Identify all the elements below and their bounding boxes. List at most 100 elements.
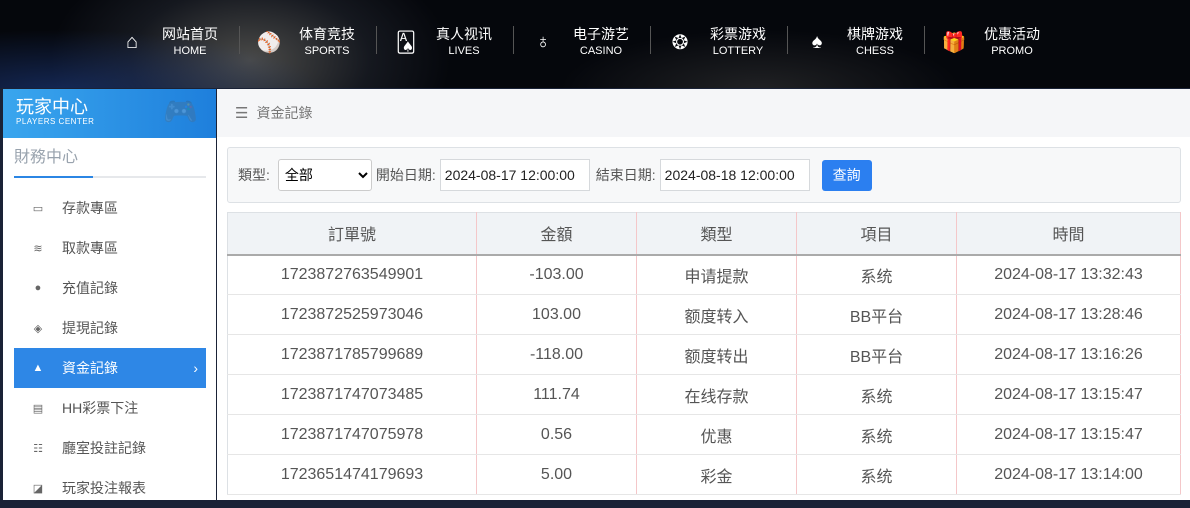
sidebar: 玩家中心 PLAYERS CENTER 🎮 財務中心 ▭ 存款專區 ≋ 取款專區 ● 充值…: [3, 89, 216, 500]
table-cell: -103.00: [476, 254, 637, 295]
table-cell: BB平台: [796, 294, 957, 335]
section-title: 財務中心: [14, 148, 206, 178]
nav-sublabel: SPORTS: [304, 45, 350, 57]
breadcrumb-label: 資金記錄: [256, 105, 313, 121]
start-date-label: 開始日期:: [375, 167, 436, 183]
nav-promo[interactable]: 🎁 优惠活动 PROMO: [940, 22, 1077, 62]
spade-icon: ♠: [811, 30, 823, 53]
sidebar-item-label: 充值記錄: [62, 280, 118, 296]
nav-label: 优惠活动: [984, 26, 1040, 42]
sidebar-item-label: 玩家投注報表: [62, 480, 146, 496]
table-cell: 2024-08-17 13:32:43: [956, 254, 1181, 295]
nav-sublabel: PROMO: [991, 45, 1033, 57]
lottery-balls-icon: ❂: [671, 31, 689, 54]
sidebar-item[interactable]: ● 充值記錄: [14, 268, 206, 308]
table-row: 1723871747075978 0.56 优惠 系统 2024-08-17 13:15…: [227, 414, 1181, 455]
column-header: 類型: [636, 212, 797, 256]
query-button[interactable]: 查詢: [821, 159, 872, 191]
table-cell: 优惠: [636, 414, 797, 455]
sidebar-item[interactable]: ◈ 提現記錄: [14, 308, 206, 348]
table-cell: 2024-08-17 13:28:46: [956, 294, 1181, 335]
chart-icon: ◪: [32, 482, 44, 495]
nav-casino[interactable]: ♁ 电子游艺 CASINO: [529, 22, 666, 62]
nav-sublabel: LIVES: [448, 45, 480, 57]
table-cell: 系统: [796, 254, 957, 295]
table-cell: 1723871785799689: [227, 334, 477, 375]
table-row: 1723872525973046 103.00 额度转入 BB平台 2024-08-17…: [227, 294, 1181, 335]
table-cell: 5.00: [476, 454, 637, 495]
sidebar-item-label: 取款專區: [62, 240, 118, 256]
sidebar-item[interactable]: ◪ 玩家投注報表: [14, 468, 206, 508]
nav-sublabel: HOME: [173, 45, 207, 57]
sidebar-item[interactable]: ☷ 廳室投註記錄: [14, 428, 206, 468]
nav-sublabel: CASINO: [579, 45, 623, 57]
column-header: 時間: [956, 212, 1181, 256]
sidebar-subtitle: PLAYERS CENTER: [16, 117, 95, 126]
card-icon: ▭: [32, 202, 44, 215]
table-cell: 系统: [796, 414, 957, 455]
start-date-input[interactable]: [439, 159, 590, 191]
funds-table: 訂單號 金額 類型 項目 時間 1723872763549901 -103.00 申请提款系…: [227, 212, 1181, 495]
hand-money-icon: ≋: [33, 242, 43, 255]
breadcrumb: ☰ 資金記錄: [217, 89, 1190, 137]
cards-icon: 🂡: [395, 31, 417, 54]
table-row: 1723871747073485 111.74 在线存款 系统 2024-08-17 1…: [227, 374, 1181, 415]
nav-sublabel: CHESS: [856, 45, 894, 57]
gamepad-icon: 🎮: [163, 96, 198, 127]
main-content: ☰ 資金記錄 類型: 全部 開始日期: 結束日期: 查詢 訂單號金額類型項目時間…: [217, 89, 1190, 500]
nav-sports[interactable]: ⚾ 体育竞技 SPORTS: [255, 22, 392, 62]
type-label: 類型:: [238, 167, 270, 183]
nav-label: 彩票游戏: [710, 26, 766, 42]
table-cell: 额度转入: [636, 294, 797, 335]
table-cell: BB平台: [796, 334, 957, 375]
filter-bar: 類型: 全部 開始日期: 結束日期: 查詢: [227, 147, 1181, 203]
table-cell: 2024-08-17 13:14:00: [956, 454, 1181, 495]
nav-label: 网站首页: [162, 26, 218, 42]
nav-sublabel: LOTTERY: [712, 45, 764, 57]
column-header: 項目: [796, 212, 957, 256]
table-cell: 1723872525973046: [227, 294, 477, 335]
sidebar-item[interactable]: ▲ 資金記錄 ›: [14, 348, 206, 388]
table-cell: 111.74: [476, 374, 637, 415]
wallet-icon: ◈: [33, 322, 43, 335]
gift-icon: 🎁: [941, 31, 967, 54]
money-bag-icon: ●: [34, 282, 42, 294]
sidebar-item-label: 存款專區: [62, 200, 118, 216]
nav-chess[interactable]: ♠ 棋牌游戏 CHESS: [803, 22, 940, 62]
end-date-input[interactable]: [659, 159, 810, 191]
sidebar-item[interactable]: ▭ 存款專區: [14, 188, 206, 228]
sidebar-title: 玩家中心: [16, 97, 88, 117]
home-icon: ⌂: [125, 30, 139, 53]
table-cell: 系统: [796, 374, 957, 415]
table-cell: 1723871747073485: [227, 374, 477, 415]
table-cell: 系统: [796, 454, 957, 495]
nav-lives[interactable]: 🂡 真人视讯 LIVES: [392, 22, 529, 62]
nav-label: 电子游艺: [573, 26, 629, 42]
end-date-label: 結束日期:: [595, 167, 656, 183]
list-bullets-icon: ☷: [33, 442, 43, 455]
sidebar-item-label: HH彩票下注: [62, 400, 139, 416]
table-cell: 1723651474179693: [227, 454, 477, 495]
nav-home[interactable]: ⌂ 网站首页 HOME: [118, 22, 255, 62]
ball-icon: ⚾: [256, 31, 282, 54]
table-cell: 1723872763549901: [227, 254, 477, 295]
section-label: 財務中心: [14, 149, 79, 166]
sidebar-item-label: 資金記錄: [62, 360, 118, 376]
type-select[interactable]: 全部: [277, 159, 372, 191]
nav-lottery[interactable]: ❂ 彩票游戏 LOTTERY: [666, 22, 803, 62]
table-cell: 2024-08-17 13:16:26: [956, 334, 1181, 375]
table-cell: 1723871747075978: [227, 414, 477, 455]
table-cell: 申请提款: [636, 254, 797, 295]
top-navigation: ⌂ 网站首页 HOME ⚾ 体育竞技 SPORTS 🂡 真人视讯 LIVES ♁ 电子游艺 CASIN…: [0, 0, 1190, 88]
nav-label: 体育竞技: [299, 26, 355, 42]
sidebar-item[interactable]: ▤ HH彩票下注: [14, 388, 206, 428]
menu-icon[interactable]: ☰: [235, 105, 249, 122]
table-cell: 0.56: [476, 414, 637, 455]
list-icon: ▤: [32, 402, 44, 415]
table-row: 1723872763549901 -103.00 申请提款 系统 2024-08-17 …: [227, 254, 1181, 295]
table-row: 1723871785799689 -118.00 额度转出 BB平台 2024-08-1…: [227, 334, 1181, 375]
table-cell: 103.00: [476, 294, 637, 335]
sidebar-item[interactable]: ≋ 取款專區: [14, 228, 206, 268]
table-cell: 在线存款: [636, 374, 797, 415]
table-cell: -118.00: [476, 334, 637, 375]
